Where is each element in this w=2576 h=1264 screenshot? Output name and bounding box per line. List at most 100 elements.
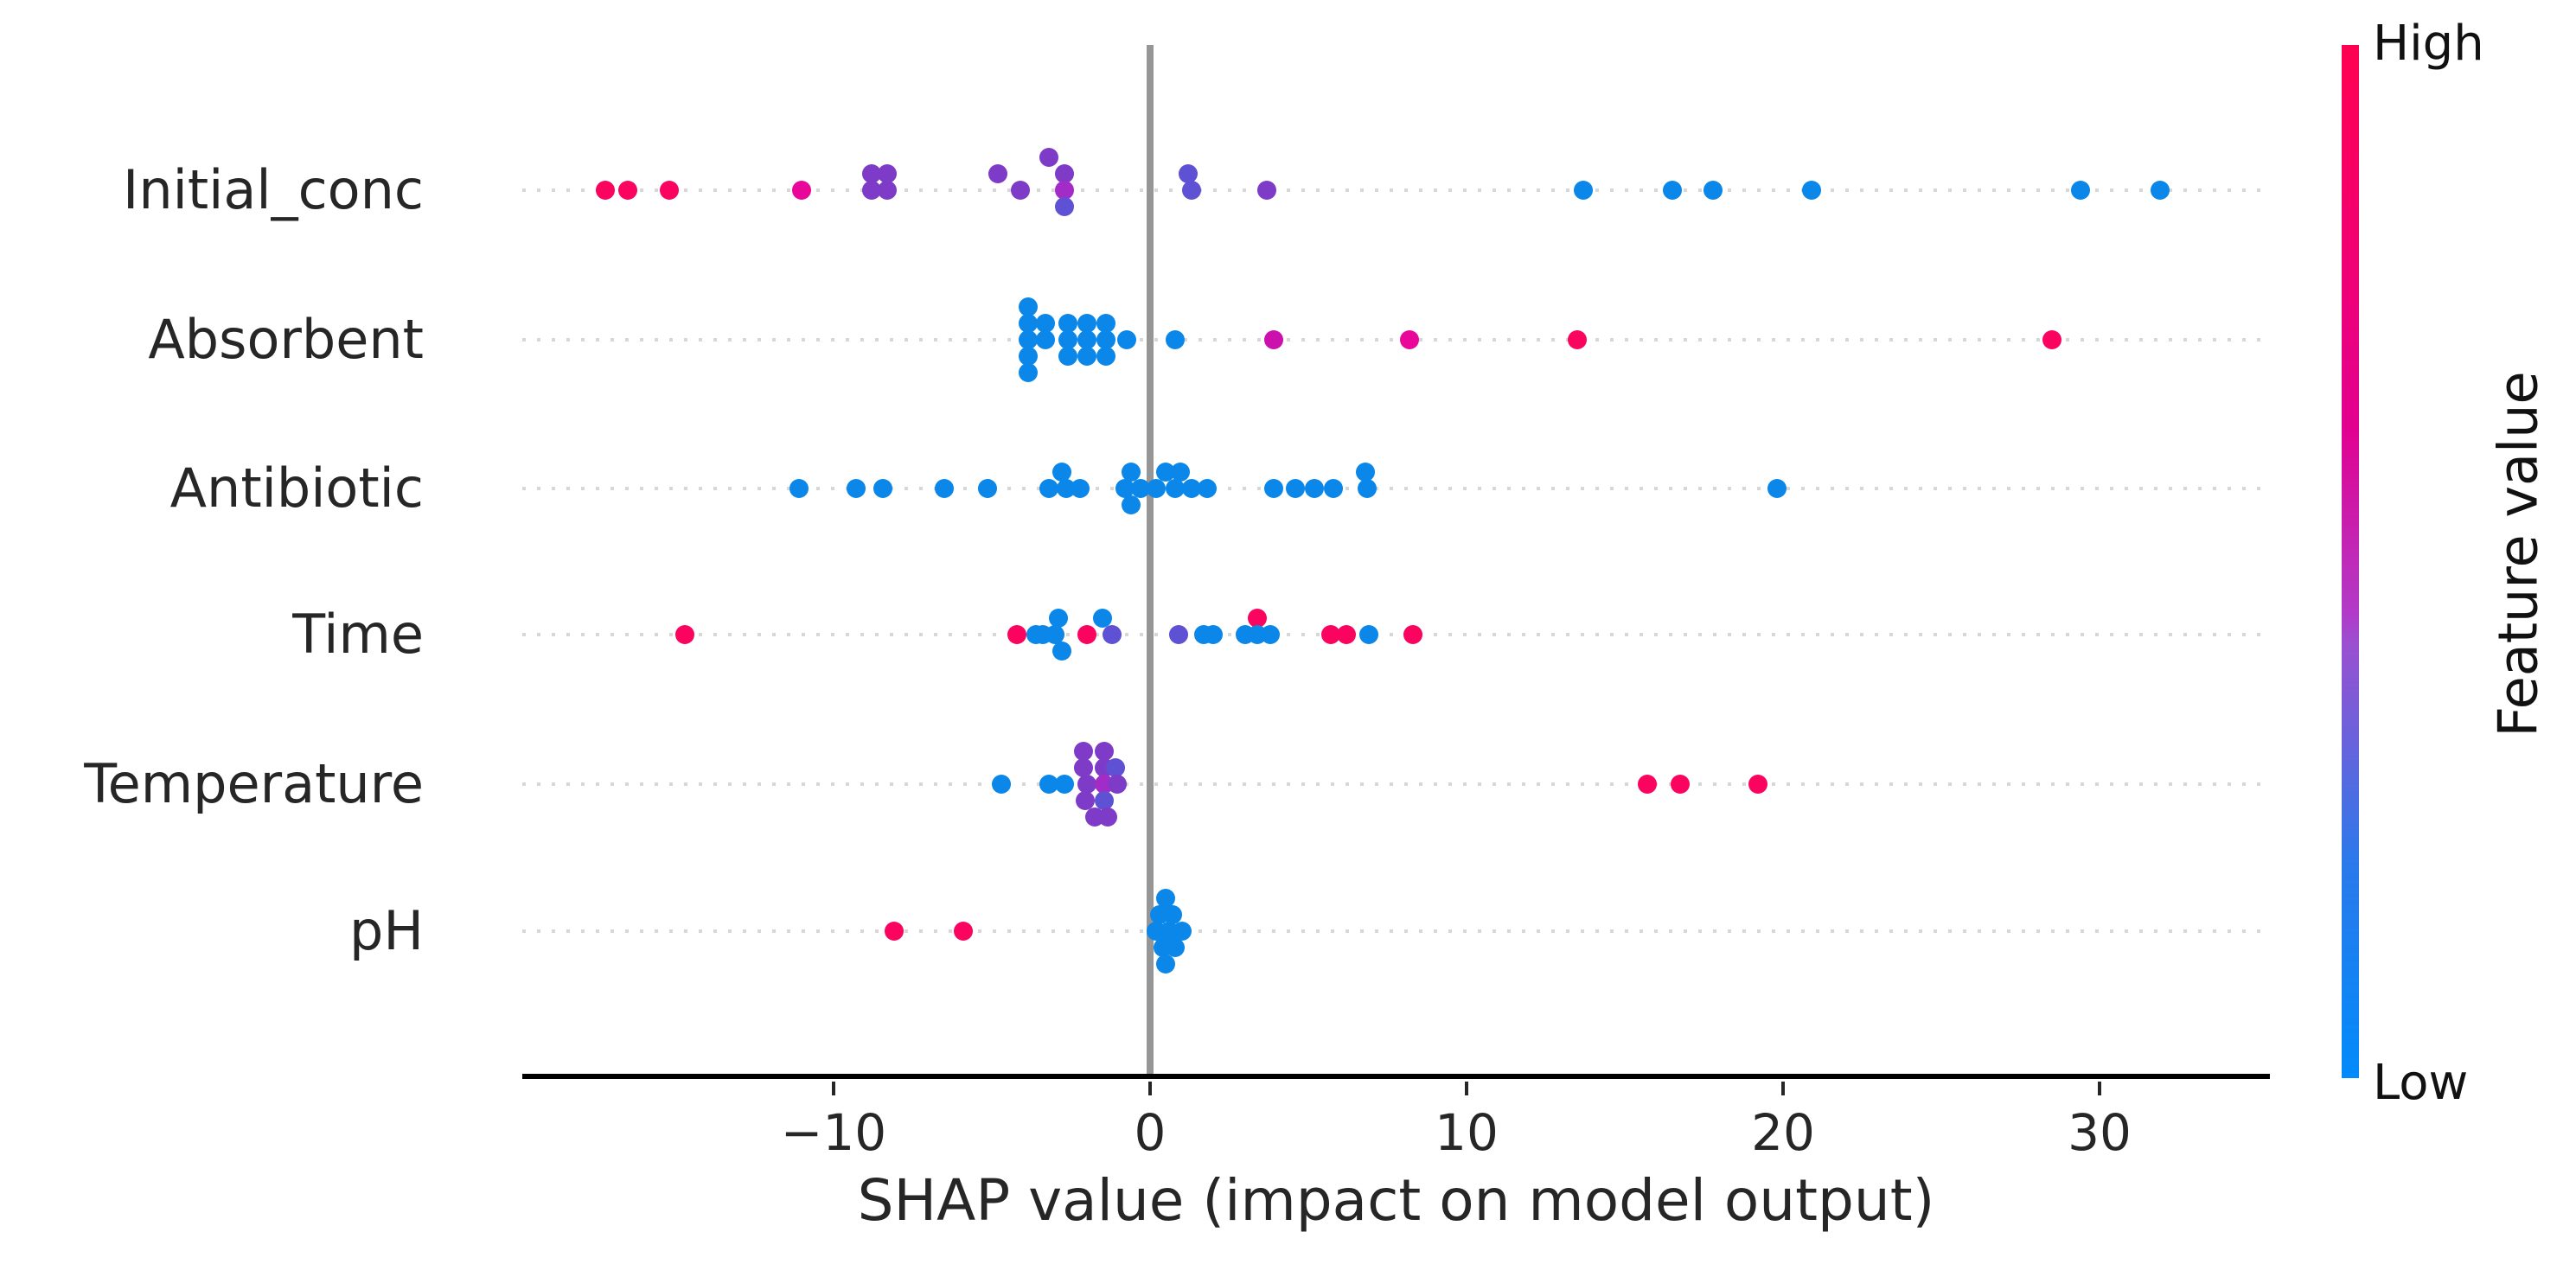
shap-dot xyxy=(1324,479,1344,498)
x-tick-mark xyxy=(1465,1082,1468,1095)
shap-dot xyxy=(1058,330,1077,349)
shap-dot xyxy=(846,479,866,498)
shap-dot xyxy=(1019,297,1039,316)
colorbar-low-label: Low xyxy=(2373,1055,2469,1111)
x-tick-label: 10 xyxy=(1435,1103,1499,1162)
shap-dot xyxy=(1039,775,1058,794)
gridline xyxy=(522,487,2270,490)
x-axis-title: SHAP value (impact on model output) xyxy=(857,1167,1935,1234)
shap-dot xyxy=(1122,463,1141,482)
shap-dot xyxy=(1181,479,1201,498)
shap-dot xyxy=(1662,181,1682,200)
colorbar-title: Feature value xyxy=(2486,371,2550,737)
shap-dot xyxy=(1166,938,1186,957)
shap-dot xyxy=(1036,330,1056,349)
colorbar-gradient xyxy=(2342,45,2359,1078)
shap-dot xyxy=(1637,775,1657,794)
shap-dot xyxy=(1077,314,1096,333)
shap-dot xyxy=(1036,314,1056,333)
shap-dot xyxy=(1051,642,1071,661)
x-tick-mark xyxy=(1781,1082,1785,1095)
shap-dot xyxy=(1019,330,1039,349)
shap-dot xyxy=(1096,314,1115,333)
x-tick-label: −10 xyxy=(780,1103,887,1162)
shap-dot xyxy=(2071,181,2091,200)
shap-dot xyxy=(2042,330,2062,349)
x-tick-mark xyxy=(2098,1082,2101,1095)
shap-dot xyxy=(1197,479,1217,498)
shap-dot xyxy=(1178,164,1198,183)
shap-dot xyxy=(1147,479,1167,498)
shap-dot xyxy=(1094,742,1114,761)
shap-dot xyxy=(873,479,892,498)
shap-dot xyxy=(674,625,694,644)
y-axis-label-Initial_conc: Initial_conc xyxy=(123,158,424,221)
shap-dot xyxy=(1801,181,1821,200)
shap-dot xyxy=(1166,330,1186,349)
y-axis-label-Time: Time xyxy=(292,603,424,666)
shap-dot xyxy=(1055,181,1075,200)
shap-dot xyxy=(1058,347,1077,366)
shap-dot xyxy=(1248,609,1268,628)
shap-dot xyxy=(1115,479,1135,498)
gridline xyxy=(522,188,2270,192)
shap-dot xyxy=(1097,808,1117,827)
shap-dot xyxy=(1671,775,1691,794)
shap-dot xyxy=(1305,479,1325,498)
shap-dot xyxy=(1156,954,1176,974)
shap-dot xyxy=(2150,181,2170,200)
shap-dot xyxy=(861,181,881,200)
shap-dot xyxy=(1074,742,1094,761)
shap-dot xyxy=(1116,330,1136,349)
shap-dot xyxy=(1166,479,1186,498)
shap-dot xyxy=(991,775,1011,794)
shap-dot xyxy=(935,479,955,498)
shap-dot xyxy=(1568,330,1588,349)
shap-dot xyxy=(1039,148,1058,167)
y-axis-label-Antibiotic: Antibiotic xyxy=(169,456,424,520)
zero-reference-line xyxy=(1147,45,1154,1076)
shap-dot xyxy=(1400,330,1420,349)
shap-dot xyxy=(988,164,1008,183)
shap-dot xyxy=(1122,495,1141,514)
shap-dot xyxy=(1263,479,1283,498)
shap-dot xyxy=(1172,922,1192,941)
shap-dot xyxy=(1156,889,1176,908)
shap-dot xyxy=(1181,181,1201,200)
shap-dot xyxy=(878,164,898,183)
shap-dot xyxy=(1103,625,1122,644)
shap-dot xyxy=(1071,479,1090,498)
shap-dot xyxy=(1767,479,1787,498)
shap-dot xyxy=(1048,609,1068,628)
shap-dot xyxy=(1074,758,1094,777)
shap-dot xyxy=(1055,775,1075,794)
shap-dot xyxy=(1010,181,1030,200)
shap-dot xyxy=(1403,625,1422,644)
shap-dot xyxy=(1051,463,1071,482)
gridline xyxy=(522,633,2270,636)
x-tick-label: 20 xyxy=(1751,1103,1815,1162)
x-tick-label: 30 xyxy=(2068,1103,2132,1162)
y-axis-label-Absorbent: Absorbent xyxy=(148,308,424,371)
shap-dot xyxy=(1077,330,1096,349)
shap-dot xyxy=(1131,479,1151,498)
x-tick-label: 0 xyxy=(1134,1103,1167,1162)
colorbar-high-label: High xyxy=(2373,16,2484,72)
shap-dot xyxy=(1019,363,1039,382)
shap-dot xyxy=(1096,347,1115,366)
shap-dot xyxy=(1094,791,1114,810)
gridline xyxy=(522,929,2270,933)
shap-dot xyxy=(596,181,616,200)
shap-dot xyxy=(1019,314,1039,333)
x-tick-mark xyxy=(1148,1082,1152,1095)
shap-dot xyxy=(1286,479,1306,498)
shap-dot xyxy=(1045,625,1065,644)
shap-dot xyxy=(1055,164,1075,183)
shap-dot xyxy=(1096,330,1115,349)
shap-dot xyxy=(1039,479,1058,498)
shap-dot xyxy=(1336,625,1356,644)
shap-dot xyxy=(1075,791,1095,810)
shap-dot xyxy=(1093,609,1113,628)
shap-dot xyxy=(1357,479,1377,498)
shap-dot xyxy=(1077,775,1096,794)
